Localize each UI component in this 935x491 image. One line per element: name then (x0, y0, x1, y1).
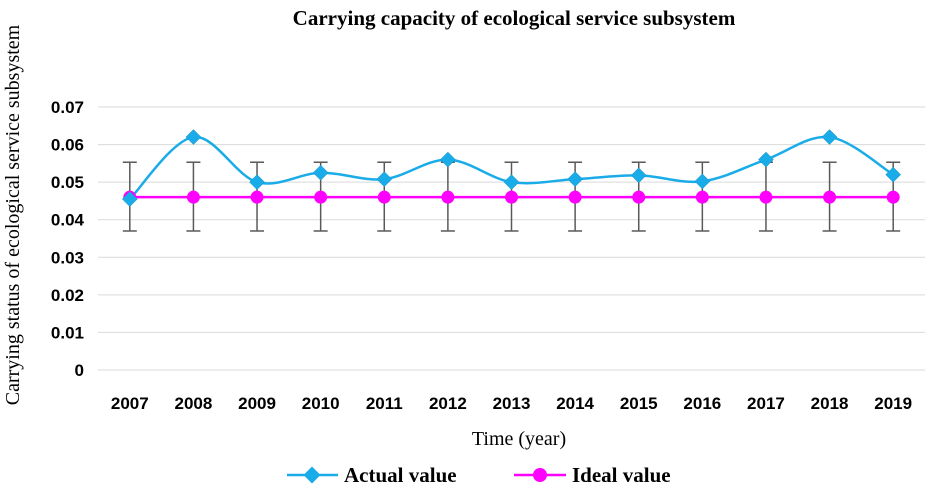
ideal-value-point (250, 190, 264, 204)
ideal-value-point (186, 190, 200, 204)
ideal-value-point (568, 190, 582, 204)
actual-value-point (694, 173, 711, 190)
actual-value-point (249, 174, 265, 190)
y-tick-label: 0.05 (51, 173, 84, 192)
y-tick-label: 0 (75, 361, 84, 380)
actual-value-point (376, 171, 393, 187)
x-tick-labels: 2007 2008 2009 2010 2011 2012 2013 2014 2015 2016… (111, 394, 912, 413)
x-tick-label: 2008 (175, 394, 213, 413)
x-tick-label: 2011 (366, 394, 403, 413)
x-tick-label: 2010 (302, 394, 340, 413)
actual-value-point (885, 166, 902, 183)
y-tick-label: 0.02 (51, 286, 84, 305)
ideal-value-point (441, 190, 455, 204)
x-tick-label: 2016 (683, 394, 721, 413)
ideal-value-point (632, 190, 646, 204)
ideal-value-point (759, 190, 773, 204)
actual-value-point (121, 191, 138, 207)
legend-ideal-marker (533, 468, 547, 482)
actual-value-point (758, 151, 774, 168)
x-tick-label: 2015 (620, 394, 658, 413)
ideal-value-point (505, 190, 518, 204)
y-tick-label: 0.06 (51, 136, 84, 155)
y-axis-label: Carrying status of ecological service su… (2, 24, 24, 405)
y-tick-label: 0.01 (51, 323, 84, 342)
chart-title: Carrying capacity of ecological service … (293, 6, 736, 30)
ideal-value-point (886, 190, 900, 204)
grid-lines (98, 106, 925, 371)
y-tick-label: 0.03 (51, 248, 84, 267)
ideal-value-point (377, 190, 391, 204)
y-tick-labels: 0 0.01 0.02 0.03 0.04 0.05 0.06 0.07 (51, 98, 85, 380)
legend-actual-marker (303, 466, 321, 484)
x-tick-label: 2007 (111, 394, 149, 413)
y-tick-label: 0.04 (51, 211, 85, 230)
actual-value-point (567, 171, 583, 187)
x-tick-label: 2019 (874, 394, 912, 413)
ideal-value-point (695, 190, 709, 204)
legend-actual-label: Actual value (344, 463, 457, 487)
actual-value-point (630, 167, 647, 184)
legend-ideal-label: Ideal value (572, 463, 671, 487)
x-tick-label: 2018 (811, 394, 849, 413)
y-tick-label: 0.07 (51, 98, 84, 117)
actual-value-point (821, 129, 838, 145)
x-tick-label: 2012 (429, 394, 467, 413)
legend-item-ideal: Ideal value (514, 463, 671, 487)
actual-value-point (185, 129, 202, 145)
x-tick-label: 2017 (747, 394, 785, 413)
actual-value-point (440, 151, 456, 168)
series (121, 129, 902, 207)
x-tick-label: 2009 (238, 394, 276, 413)
ideal-value-point (823, 190, 837, 204)
ideal-value-point (314, 190, 328, 204)
actual-value-point (312, 164, 329, 181)
x-axis-label: Time (year) (472, 428, 566, 450)
x-tick-label: 2014 (556, 394, 594, 413)
legend-item-actual: Actual value (287, 463, 457, 487)
x-tick-label: 2013 (493, 394, 531, 413)
legend: Actual value Ideal value (287, 463, 671, 487)
actual-value-point (503, 174, 520, 190)
